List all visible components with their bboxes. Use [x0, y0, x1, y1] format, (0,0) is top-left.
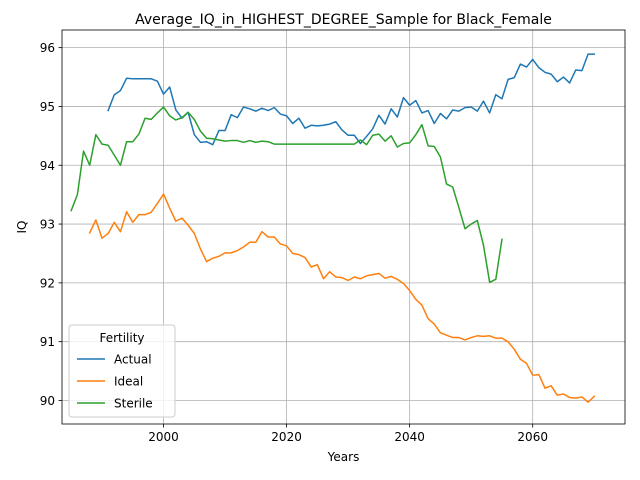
y-axis-label: IQ: [15, 221, 29, 234]
y-tick-label: 90: [40, 394, 55, 408]
y-tick-label: 94: [40, 159, 55, 173]
series-lines: [70, 53, 596, 403]
x-tick-label: 2020: [271, 430, 302, 444]
y-tick-label: 95: [40, 100, 55, 114]
series-line-ideal: [88, 193, 596, 403]
y-axis-ticks: 90 91 92 93 94 95 96: [40, 41, 62, 408]
x-tick-label: 2000: [148, 430, 179, 444]
plot-area-frame: [61, 29, 626, 425]
legend-title: Fertility: [99, 331, 144, 345]
y-tick-label: 96: [40, 41, 55, 55]
legend-label-actual: Actual: [114, 353, 152, 367]
y-tick-label: 92: [40, 276, 55, 290]
legend: Fertility Actual Ideal Sterile: [68, 324, 176, 418]
legend-box: [68, 324, 176, 418]
x-tick-label: 2060: [517, 430, 548, 444]
series-line-actual: [107, 53, 595, 146]
x-axis-ticks: 2000 2020 2040 2060: [148, 424, 548, 444]
legend-items: Actual Ideal Sterile: [77, 353, 153, 411]
legend-label-sterile: Sterile: [114, 397, 153, 411]
x-tick-label: 2040: [394, 430, 425, 444]
series-line-sterile: [70, 106, 503, 284]
y-tick-label: 91: [40, 335, 55, 349]
legend-label-ideal: Ideal: [114, 375, 143, 389]
chart-title: Average_IQ_in_HIGHEST_DEGREE_Sample for …: [135, 12, 552, 28]
x-axis-label: Years: [327, 450, 360, 464]
y-tick-label: 93: [40, 218, 55, 232]
grid-lines: [62, 30, 625, 424]
